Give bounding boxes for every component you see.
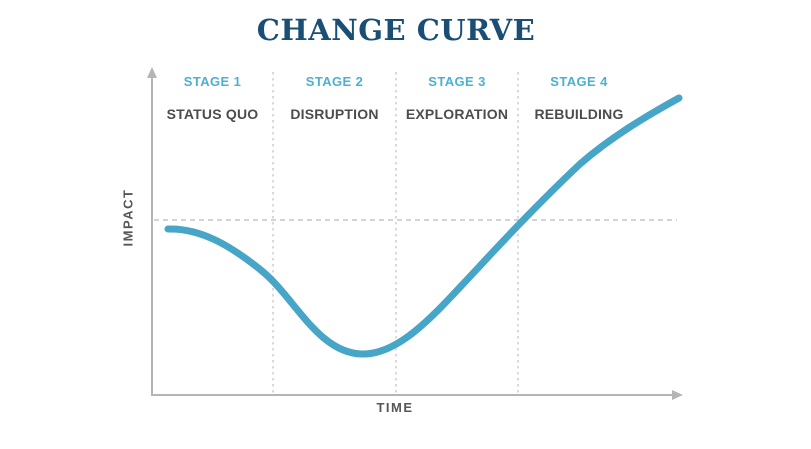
y-axis-label: IMPACT bbox=[120, 188, 136, 247]
stage-3-label: STAGE 3 bbox=[428, 74, 486, 89]
stage-1-label: STAGE 1 bbox=[183, 74, 242, 89]
x-axis-arrowhead bbox=[672, 390, 683, 400]
stage-4-label: STAGE 4 bbox=[550, 74, 608, 89]
change-curve-line bbox=[164, 94, 683, 358]
page-title: CHANGE CURVE bbox=[256, 13, 536, 47]
stage-2-label: STAGE 2 bbox=[305, 74, 364, 89]
y-axis-arrowhead bbox=[147, 67, 157, 78]
stage-1-sublabel: STATUS QUO bbox=[166, 106, 259, 122]
stage-4-sublabel: REBUILDING bbox=[534, 106, 624, 122]
stage-2-sublabel: DISRUPTION bbox=[290, 106, 379, 122]
x-axis-label: TIME bbox=[376, 400, 414, 415]
stage-3-sublabel: EXPLORATION bbox=[405, 106, 509, 122]
